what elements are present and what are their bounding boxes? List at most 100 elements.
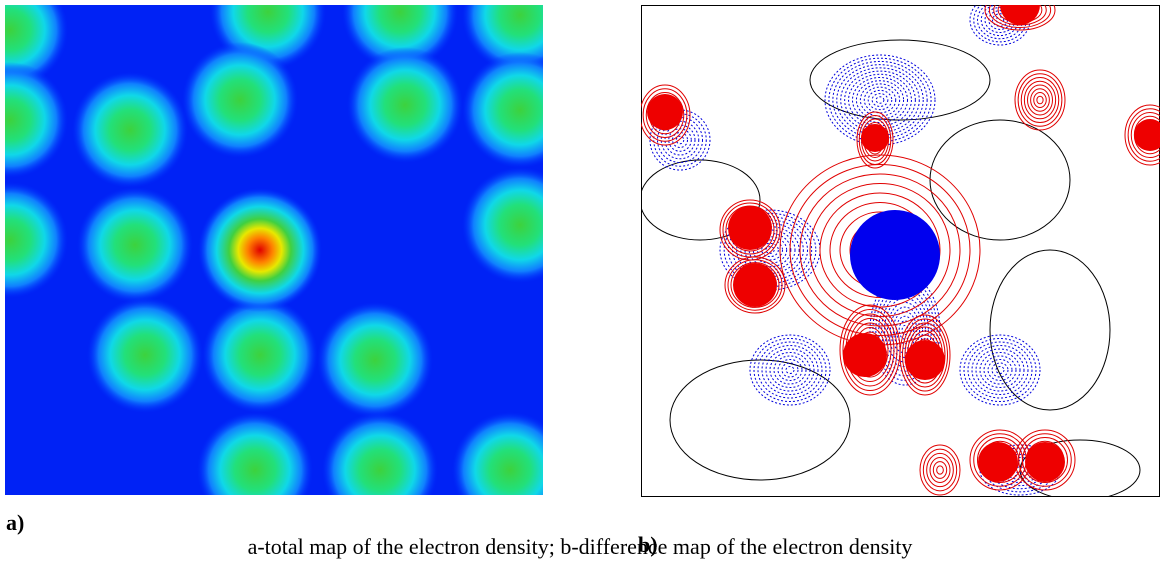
contour (959, 334, 1041, 406)
contour (653, 113, 707, 167)
contour (971, 345, 1029, 395)
atom-blob (5, 62, 68, 178)
contour (922, 448, 958, 492)
contour (1033, 92, 1047, 108)
contour (781, 362, 799, 378)
core (861, 124, 889, 152)
contour (855, 80, 905, 120)
core (850, 210, 940, 300)
core (728, 206, 772, 250)
core (905, 340, 945, 380)
contour (895, 315, 915, 345)
contour (967, 341, 1033, 399)
contour (871, 93, 889, 107)
contour (988, 5, 1052, 28)
difference-density-map (641, 5, 1160, 497)
contour (881, 292, 929, 368)
contour (761, 242, 779, 258)
contour (902, 318, 948, 392)
contour (730, 262, 780, 308)
contour (936, 465, 944, 475)
contour (1023, 80, 1057, 120)
contour (724, 256, 786, 314)
contour (991, 362, 1009, 378)
contour (869, 274, 941, 386)
core (647, 94, 683, 130)
core (843, 333, 887, 377)
contour (929, 119, 1071, 241)
atom-blob (347, 47, 463, 163)
total-density-map (5, 5, 543, 495)
atom-blob (198, 188, 322, 312)
contour (1124, 104, 1160, 166)
contour (852, 77, 908, 123)
contour (832, 60, 928, 140)
contour (799, 173, 961, 327)
contour (863, 86, 897, 114)
contour (963, 338, 1037, 402)
contour (660, 120, 700, 160)
contour (809, 39, 991, 121)
contour (672, 132, 688, 148)
contour (983, 355, 1017, 385)
contour (789, 164, 971, 336)
contour (979, 352, 1021, 388)
contour (824, 54, 936, 146)
contour (773, 355, 807, 385)
contour (1017, 73, 1063, 127)
contour (777, 359, 803, 381)
contour (899, 314, 951, 396)
contour (989, 249, 1111, 411)
contour (641, 84, 691, 146)
atom-blob (202, 297, 318, 413)
contour (842, 309, 898, 391)
contour (901, 324, 909, 336)
contour (859, 83, 901, 117)
contour (926, 452, 954, 488)
contour (765, 246, 775, 254)
contour (867, 89, 893, 111)
atom-blob (77, 187, 193, 303)
contour (727, 259, 783, 311)
contour (858, 115, 892, 165)
atom-blob (322, 412, 438, 495)
atom-blob (462, 167, 543, 283)
contour (987, 359, 1013, 381)
atom-blob (87, 297, 203, 413)
core (978, 442, 1018, 482)
contour (642, 88, 688, 142)
atom-blob (462, 52, 543, 168)
contour (1036, 95, 1044, 105)
atom-blob (317, 302, 433, 418)
caption: a-total map of the electron density; b-d… (248, 534, 913, 559)
contour (761, 345, 819, 395)
contour (1014, 69, 1066, 131)
contour (904, 322, 946, 388)
contour (1127, 108, 1160, 162)
contour (887, 302, 923, 358)
panel-label: b) (638, 532, 658, 557)
contour (929, 457, 951, 483)
contour (919, 444, 961, 496)
contour (1030, 88, 1050, 112)
core (1000, 5, 1040, 25)
contour (932, 461, 948, 479)
contour (752, 236, 788, 264)
contour (984, 5, 1056, 31)
contour (769, 352, 811, 388)
contour (856, 111, 894, 169)
panel-label: a) (6, 510, 24, 535)
atom-blob (452, 412, 543, 495)
contour (765, 348, 815, 392)
contour (1018, 433, 1072, 487)
contour (1027, 84, 1053, 116)
contour (1022, 437, 1068, 483)
contour (785, 366, 795, 374)
contour (757, 341, 823, 399)
atom-blob (72, 72, 188, 188)
contour (749, 334, 831, 406)
contour (757, 239, 783, 261)
contour (975, 348, 1025, 392)
